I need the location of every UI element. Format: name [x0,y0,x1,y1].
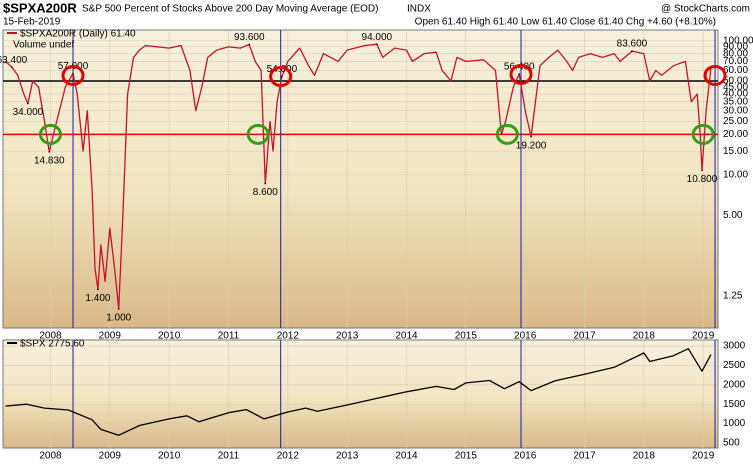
y-tick-label: 20.00 [723,129,748,140]
annotation-label: 19.200 [516,140,547,151]
legend-label: $SPX 2775.60 [20,339,85,350]
highlight-circle [246,123,270,145]
highlight-circle [38,123,62,145]
x-tick-label: 2009 [99,331,122,342]
x-tick-label: 2013 [336,331,359,342]
plot-area [2,339,719,449]
x-tick-label: 2019 [692,451,715,462]
annotation-label: 56.400 [504,62,535,73]
x-tick-label: 2011 [218,331,240,342]
y-tick-label: 80.00 [723,48,748,59]
x-tick-label: 2015 [455,451,478,462]
y-tick-label: 5.00 [723,210,743,221]
highlight-circle [691,123,715,145]
annotation-label: 94.000 [362,32,393,43]
x-tick-label: 2019 [692,331,715,342]
x-tick-label: 2011 [218,451,240,462]
x-tick-label: 2010 [158,451,181,462]
legend-swatch [7,32,17,34]
annotation-point [518,73,521,75]
plot-area [2,29,719,329]
annotation-label: 63.400 [0,55,28,66]
legend-note: Volume undef [13,40,74,51]
annotation-label: 8.600 [253,187,278,198]
x-tick-label: 2014 [395,331,418,342]
annotation-point [11,66,13,68]
highlight-circle [269,66,293,88]
y-tick-label: 25.00 [723,116,748,127]
y-tick-label: 70.00 [723,56,748,67]
annotation-point [72,72,74,75]
highlight-circle [61,64,85,86]
annotation-label: 83.600 [617,39,648,50]
annotation-point [97,288,99,291]
source: @ StockCharts.com [661,4,750,15]
highlight-circle [509,63,533,85]
annotation-label: 14.830 [34,155,65,166]
y-tick-label: 2000 [723,379,746,390]
y-tick-label: 90.00 [723,41,748,52]
y-tick-label: 10.00 [723,169,748,180]
x-tick-label: 2010 [158,331,181,342]
annotation-label: 54.000 [267,64,298,75]
annotation-point [530,135,532,138]
y-tick-label: 35.00 [723,96,748,107]
annotation-point [281,75,283,78]
annotation-point [264,182,267,185]
y-tick-label: 50.00 [723,76,748,87]
y-tick-label: 2500 [723,360,746,371]
y-tick-label: 30.00 [723,105,748,116]
x-tick-label: 2018 [633,451,656,462]
legend-swatch [7,342,17,344]
x-tick-label: 2008 [39,451,62,462]
x-tick-label: 2016 [514,451,537,462]
y-tick-label: 3000 [723,341,746,352]
exchange: INDX [407,4,431,15]
x-tick-label: 2018 [633,331,656,342]
x-tick-label: 2008 [39,331,62,342]
annotation-point [27,102,29,105]
x-tick-label: 2012 [277,451,300,462]
y-tick-label: 60.00 [723,65,748,76]
subtitle: S&P 500 Percent of Stocks Above 200 Day … [82,4,378,15]
x-tick-label: 2012 [277,331,300,342]
annotation-label: 93.600 [234,32,265,43]
x-tick-label: 2014 [395,451,418,462]
quote: Open 61.40 High 61.40 Low 61.40 Close 61… [415,17,716,28]
annotation-label: 10.800 [687,174,718,185]
title: $SPXA200R [3,0,77,15]
highlight-circle [495,123,519,145]
x-tick-label: 2016 [514,331,537,342]
y-tick-label: 100.00 [723,35,753,46]
y-tick-label: 15.00 [723,146,748,157]
legend-label: $SPXA200R (Daily) 61.40 [20,29,136,40]
annotation-label: 34.000 [13,107,44,118]
series-line [4,43,712,310]
annotation-point [48,150,51,153]
y-tick-label: 1000 [723,418,746,429]
y-tick-label: 500 [723,438,740,449]
x-tick-label: 2017 [573,331,596,342]
highlight-circle [703,64,727,86]
annotation-point [631,50,633,52]
y-tick-label: 1500 [723,399,746,410]
annotation-point [117,308,120,310]
series-line [5,348,712,436]
x-tick-label: 2015 [455,331,478,342]
annotation-point [701,169,703,172]
y-tick-label: 45.00 [723,82,748,93]
annotation-point [248,43,251,46]
x-tick-label: 2013 [336,451,359,462]
annotation-label: 1.000 [106,313,131,324]
y-tick-label: 1.25 [723,291,743,302]
date: 15-Feb-2019 [3,17,61,28]
annotation-point [376,43,378,46]
y-tick-label: 40.00 [723,89,748,100]
x-tick-label: 2009 [99,451,122,462]
annotation-label: 1.400 [85,293,110,304]
x-tick-label: 2017 [573,451,596,462]
